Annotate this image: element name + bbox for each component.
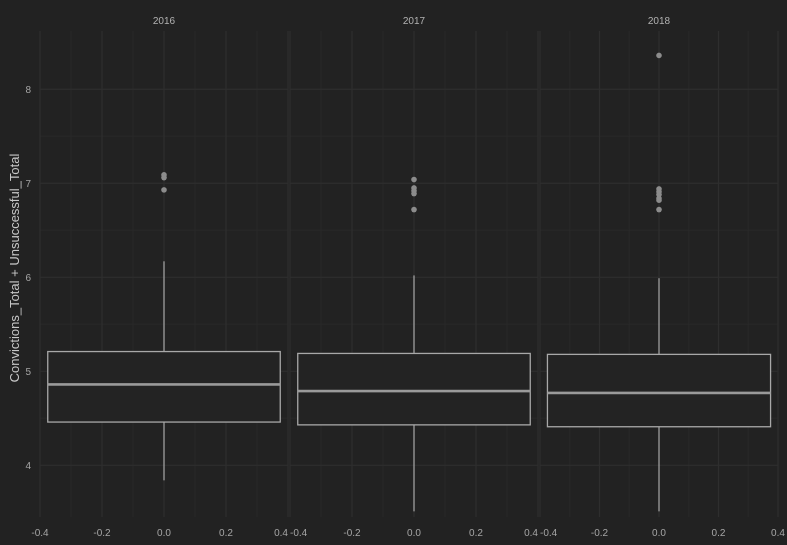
x-tick-label: -0.2 bbox=[591, 528, 609, 539]
x-tick-label: 0.4 bbox=[771, 528, 785, 539]
facet-panels: 2016 -0.4 -0.2 0.0 0.2 0.4 2017 -0.4 -0.2 0.0 0.2 0… bbox=[25, 16, 785, 539]
x-tick-label: 0.0 bbox=[407, 528, 421, 539]
x-tick-label: 0.2 bbox=[219, 528, 233, 539]
facet-label: 2017 bbox=[403, 16, 426, 27]
outlier-point bbox=[411, 176, 417, 183]
outlier-point bbox=[411, 190, 417, 197]
outlier-point bbox=[411, 206, 417, 213]
y-tick-label: 8 bbox=[25, 85, 31, 96]
x-tick-label: 0.4 bbox=[274, 528, 288, 539]
outlier-point bbox=[161, 174, 167, 181]
y-tick-label: 4 bbox=[25, 461, 31, 472]
facet-label: 2018 bbox=[648, 16, 671, 27]
outlier-point bbox=[161, 187, 167, 193]
x-tick-label: 0.0 bbox=[652, 528, 666, 539]
x-tick-label: -0.4 bbox=[31, 528, 49, 539]
x-tick-label: 0.0 bbox=[157, 528, 171, 539]
facet-label: 2016 bbox=[153, 16, 176, 27]
y-axis-title: Convictions_Total + Unsuccessful_Total bbox=[7, 154, 22, 383]
box-iqr bbox=[546, 353, 772, 428]
x-tick-label: 0.2 bbox=[712, 528, 726, 539]
x-tick-label: 0.2 bbox=[469, 528, 483, 539]
y-tick-label: 5 bbox=[25, 367, 31, 378]
x-tick-label: -0.4 bbox=[540, 528, 558, 539]
outlier-point bbox=[656, 206, 662, 213]
y-tick-label: 7 bbox=[25, 179, 31, 190]
box-iqr bbox=[47, 350, 281, 423]
facet-panel-2017: 2017 -0.4 -0.2 0.0 0.2 0.4 bbox=[289, 16, 539, 539]
facet-panel-2018: 2018 -0.4 -0.2 0.0 0.2 0.4 bbox=[539, 16, 785, 539]
outlier-point bbox=[656, 197, 662, 204]
outlier-point bbox=[656, 52, 662, 59]
facet-panel-2016: 2016 -0.4 -0.2 0.0 0.2 0.4 bbox=[31, 16, 289, 539]
x-tick-label: -0.4 bbox=[290, 528, 308, 539]
x-tick-label: 0.4 bbox=[524, 528, 538, 539]
x-tick-label: -0.2 bbox=[343, 528, 361, 539]
x-tick-label: -0.2 bbox=[93, 528, 111, 539]
y-tick-label: 6 bbox=[25, 273, 31, 284]
box-iqr bbox=[297, 352, 531, 426]
